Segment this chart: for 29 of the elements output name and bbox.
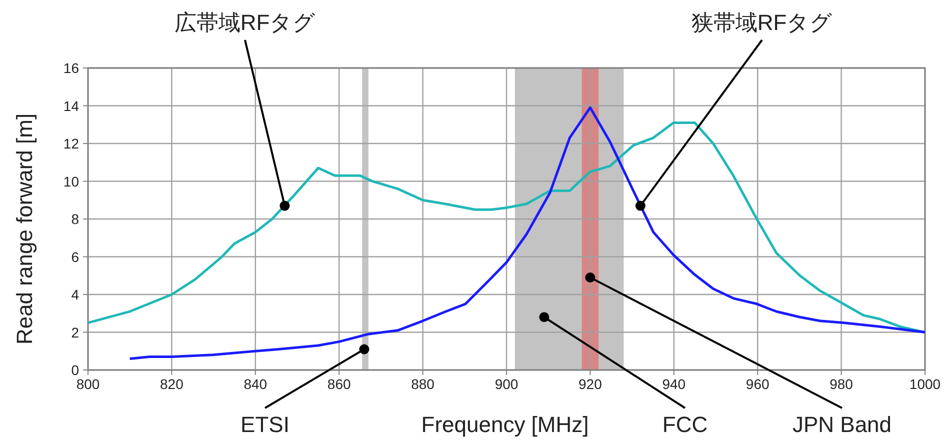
x-tick-label: 860 — [327, 376, 351, 392]
y-tick-label: 6 — [71, 248, 80, 265]
annotation: ETSI — [240, 412, 290, 437]
x-tick-label: 960 — [746, 376, 770, 392]
annotation: FCC — [662, 412, 708, 437]
y-tick-label: 16 — [63, 60, 80, 76]
x-tick-label: 820 — [160, 376, 184, 392]
line-series — [86, 121, 926, 334]
y-axis-title: Read range forward [m] — [12, 113, 37, 345]
y-tick-label: 14 — [63, 98, 80, 114]
x-tick-label: 900 — [494, 376, 518, 392]
x-tick-label: 980 — [830, 376, 854, 392]
x-tick-label: 800 — [76, 376, 100, 392]
y-tick-label: 12 — [63, 136, 80, 152]
y-tick-label: 8 — [71, 211, 80, 227]
x-axis-title: Frequency [MHz] — [421, 412, 589, 437]
y-tick-label: 2 — [71, 324, 80, 340]
x-tick-label: 920 — [578, 376, 602, 392]
annotation: 狭帯域RFタグ — [691, 10, 833, 35]
line-series — [128, 106, 926, 360]
annotation: 広帯域RFタグ — [174, 10, 316, 35]
y-tick-label: 4 — [71, 286, 80, 302]
y-tick-label: 10 — [63, 173, 80, 190]
x-tick-label: 880 — [411, 376, 435, 392]
x-tick-label: 840 — [244, 376, 268, 392]
annotation: JPN Band — [792, 412, 892, 437]
y-tick-label: 0 — [71, 362, 80, 378]
x-tick-label: 1000 — [909, 376, 941, 392]
x-tick-label: 940 — [662, 376, 686, 392]
